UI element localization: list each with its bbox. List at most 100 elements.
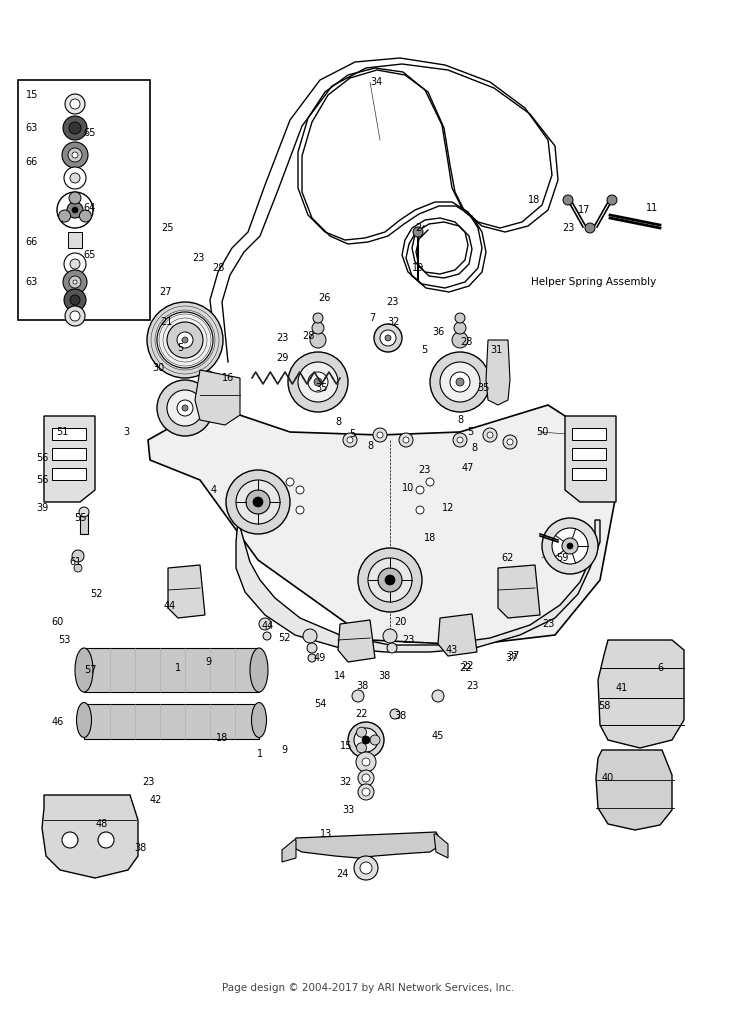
- Polygon shape: [596, 750, 672, 830]
- Text: Helper Spring Assembly: Helper Spring Assembly: [531, 277, 657, 287]
- Text: 56: 56: [36, 475, 48, 485]
- Text: 52: 52: [277, 633, 290, 643]
- Text: 23: 23: [386, 297, 398, 307]
- Text: 30: 30: [152, 363, 164, 373]
- Text: 7: 7: [369, 313, 375, 323]
- Circle shape: [356, 727, 367, 737]
- Circle shape: [356, 742, 367, 752]
- Text: 23: 23: [418, 465, 430, 475]
- Circle shape: [454, 322, 466, 334]
- Circle shape: [354, 856, 378, 880]
- Ellipse shape: [84, 650, 106, 690]
- Text: 38: 38: [378, 671, 390, 681]
- Polygon shape: [44, 416, 95, 502]
- Circle shape: [64, 252, 86, 275]
- Circle shape: [430, 352, 490, 412]
- Circle shape: [296, 506, 304, 514]
- Text: 37: 37: [508, 651, 520, 661]
- Text: 31: 31: [490, 345, 502, 355]
- Circle shape: [253, 497, 263, 507]
- Circle shape: [69, 276, 81, 288]
- Circle shape: [343, 433, 357, 447]
- Text: 43: 43: [446, 645, 458, 655]
- Circle shape: [373, 428, 387, 442]
- Text: 5: 5: [349, 429, 355, 439]
- Text: 8: 8: [457, 415, 463, 425]
- Text: 41: 41: [616, 683, 628, 693]
- Text: 14: 14: [334, 671, 346, 681]
- Circle shape: [70, 295, 80, 305]
- Circle shape: [157, 312, 213, 368]
- Ellipse shape: [75, 648, 93, 692]
- Circle shape: [567, 543, 573, 549]
- Circle shape: [432, 690, 444, 702]
- Circle shape: [387, 643, 397, 653]
- Ellipse shape: [154, 650, 176, 690]
- Text: 49: 49: [314, 653, 326, 663]
- Text: Page design © 2004-2017 by ARI Network Services, Inc.: Page design © 2004-2017 by ARI Network S…: [222, 983, 514, 993]
- Circle shape: [263, 632, 271, 640]
- Polygon shape: [294, 832, 440, 858]
- Text: 29: 29: [276, 354, 289, 363]
- Circle shape: [562, 538, 578, 554]
- Text: 23: 23: [142, 777, 154, 787]
- Circle shape: [483, 428, 497, 442]
- Circle shape: [352, 690, 364, 702]
- Polygon shape: [434, 834, 448, 858]
- Circle shape: [347, 437, 353, 443]
- Text: 38: 38: [134, 843, 146, 853]
- Bar: [572, 428, 606, 440]
- Text: 15: 15: [340, 741, 353, 751]
- Circle shape: [73, 280, 77, 284]
- Text: 3: 3: [123, 427, 129, 437]
- Circle shape: [380, 330, 396, 346]
- Text: 55: 55: [74, 513, 86, 523]
- Circle shape: [259, 618, 271, 630]
- Text: 22: 22: [461, 661, 474, 671]
- Text: 44: 44: [164, 601, 176, 611]
- Circle shape: [399, 433, 413, 447]
- Circle shape: [79, 507, 89, 517]
- Text: 5: 5: [177, 343, 183, 354]
- Bar: [52, 468, 86, 480]
- Text: 36: 36: [432, 327, 444, 337]
- Circle shape: [70, 259, 80, 269]
- Circle shape: [303, 629, 317, 643]
- Circle shape: [226, 470, 290, 534]
- Text: 5: 5: [467, 427, 473, 437]
- Circle shape: [450, 372, 470, 392]
- Circle shape: [177, 400, 193, 416]
- Text: 50: 50: [536, 427, 548, 437]
- Text: 58: 58: [598, 701, 610, 711]
- Text: 34: 34: [370, 77, 382, 87]
- Circle shape: [296, 486, 304, 494]
- Circle shape: [98, 832, 114, 848]
- Polygon shape: [168, 565, 205, 618]
- Circle shape: [246, 490, 270, 514]
- Circle shape: [360, 862, 372, 874]
- Text: 19: 19: [412, 263, 424, 273]
- Circle shape: [452, 332, 468, 348]
- Circle shape: [455, 313, 465, 323]
- Text: 40: 40: [602, 773, 614, 783]
- Circle shape: [362, 736, 370, 744]
- Text: 46: 46: [52, 717, 64, 727]
- Polygon shape: [338, 620, 375, 662]
- Text: 11: 11: [646, 203, 658, 213]
- Ellipse shape: [224, 650, 246, 690]
- Text: 37: 37: [506, 653, 518, 663]
- Text: 17: 17: [578, 205, 590, 215]
- Text: 65: 65: [84, 128, 96, 138]
- Circle shape: [72, 550, 84, 562]
- Circle shape: [426, 478, 434, 486]
- Circle shape: [358, 548, 422, 612]
- Circle shape: [542, 518, 598, 574]
- Text: 8: 8: [335, 417, 341, 427]
- Text: 2: 2: [415, 223, 421, 233]
- Circle shape: [308, 654, 316, 662]
- Circle shape: [298, 362, 338, 402]
- Circle shape: [147, 302, 223, 378]
- Polygon shape: [148, 405, 615, 645]
- Circle shape: [70, 99, 80, 109]
- Circle shape: [310, 332, 326, 348]
